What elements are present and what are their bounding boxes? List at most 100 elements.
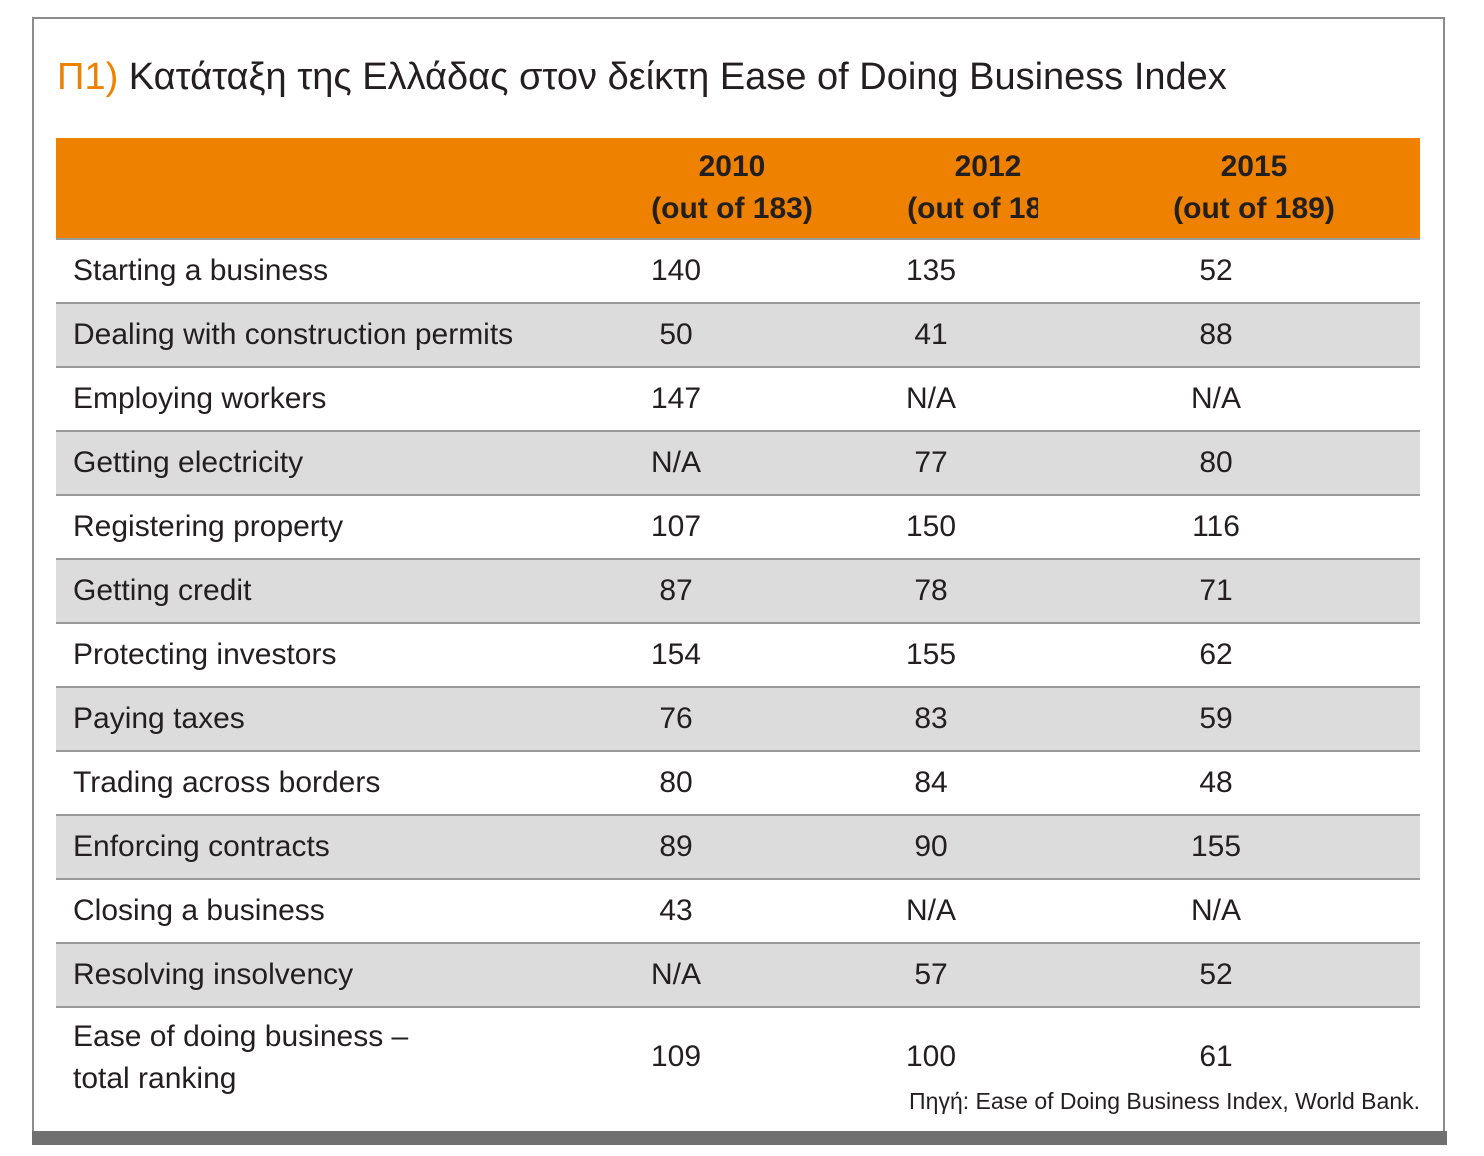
- value-cell: 140: [526, 239, 938, 304]
- value-cell: 135: [906, 239, 1038, 304]
- figure-number: Π1): [57, 56, 119, 98]
- value-text: 77: [914, 446, 948, 479]
- row-label: Resolving insolvency: [56, 943, 526, 1008]
- value-cell: 116: [1038, 495, 1420, 560]
- table-row: Closing a business 43 N/A N/A: [56, 879, 1420, 944]
- value-cell: 155: [906, 623, 1038, 688]
- row-label: Starting a business: [56, 239, 526, 304]
- value-text: 154: [650, 638, 702, 671]
- header-label-cell: [56, 138, 526, 240]
- value-text: 50: [659, 318, 693, 351]
- value-text: 155: [905, 638, 957, 671]
- table-row: Registering property 107 150 116: [56, 495, 1420, 560]
- value-text: N/A: [650, 446, 701, 479]
- value-cell: 50: [526, 303, 938, 368]
- value-cell: 48: [1038, 751, 1420, 816]
- value-text: 76: [659, 702, 693, 735]
- value-cell: 61: [1038, 1007, 1420, 1140]
- table-row: Enforcing contracts 89 90 155: [56, 815, 1420, 880]
- header-subtitle: (out of 189): [1173, 192, 1335, 225]
- value-text: 41: [914, 318, 948, 351]
- value-text: 140: [650, 254, 702, 287]
- value-text: 90: [914, 830, 948, 863]
- value-text: N/A: [905, 382, 956, 415]
- value-cell: 76: [526, 687, 938, 752]
- value-cell: 87: [526, 559, 938, 624]
- row-label: Getting electricity: [56, 431, 526, 496]
- value-text: 87: [659, 574, 693, 607]
- value-cell: N/A: [906, 367, 1038, 432]
- value-text: 80: [1199, 446, 1233, 479]
- value-cell: 78: [914, 559, 1038, 624]
- row-label: Paying taxes: [56, 687, 526, 752]
- table-body: Starting a business 140 135 52 Dealing with …: [56, 239, 1420, 1140]
- value-cell: N/A: [906, 879, 1038, 944]
- row-label: Enforcing contracts: [56, 815, 526, 880]
- frame-shadow-bar: [32, 1131, 1447, 1145]
- table-row: Getting electricity N/A 77 80: [56, 431, 1420, 496]
- header-year: 2010: [698, 150, 766, 183]
- value-text: 147: [650, 382, 702, 415]
- total-ranking-label: Ease of doing business – total ranking: [56, 1007, 526, 1140]
- value-cell: 59: [1038, 687, 1420, 752]
- value-cell: 43: [526, 879, 938, 944]
- table-row: Getting credit 87 78 71: [56, 559, 1420, 624]
- value-text: N/A: [650, 958, 701, 991]
- value-text: 78: [914, 574, 948, 607]
- value-cell: N/A: [1038, 879, 1420, 944]
- header-year-2010: 2010 (out of 183): [526, 138, 938, 240]
- row-label: Trading across borders: [56, 751, 526, 816]
- table-row: Resolving insolvency N/A 57 52: [56, 943, 1420, 1008]
- figure-title-text: Κατάταξη της Ελλάδας στον δείκτη Ease of…: [128, 56, 1227, 98]
- value-text: 80: [659, 766, 693, 799]
- value-text: 135: [905, 254, 957, 287]
- row-label: Closing a business: [56, 879, 526, 944]
- value-cell: 107: [526, 495, 938, 560]
- value-text: 84: [914, 766, 948, 799]
- header-year: 2012: [954, 150, 1022, 183]
- value-text: 88: [1199, 318, 1233, 351]
- value-text: 107: [650, 510, 702, 543]
- value-cell: 88: [1038, 303, 1420, 368]
- value-text: 52: [1199, 958, 1233, 991]
- header-year-2015: 2015 (out of 189): [1038, 138, 1420, 240]
- value-cell: 154: [526, 623, 938, 688]
- value-text: 155: [1190, 830, 1242, 863]
- value-cell: 90: [914, 815, 1038, 880]
- total-label-line-2: total ranking: [73, 1062, 237, 1095]
- value-cell: 150: [906, 495, 1038, 560]
- value-text: N/A: [1190, 382, 1241, 415]
- value-cell: 57: [914, 943, 1038, 1008]
- value-cell: N/A: [1038, 367, 1420, 432]
- value-text: 57: [914, 958, 948, 991]
- ranking-table: 2010 (out of 183) 2012 (out of 183) 2015…: [56, 138, 1420, 1140]
- row-label: Getting credit: [56, 559, 526, 624]
- value-text: 83: [914, 702, 948, 735]
- table-row: Employing workers 147 N/A N/A: [56, 367, 1420, 432]
- value-cell: 52: [1038, 239, 1420, 304]
- value-text: 52: [1199, 254, 1233, 287]
- value-text: N/A: [1190, 894, 1241, 927]
- row-label: Protecting investors: [56, 623, 526, 688]
- value-text: 62: [1199, 638, 1233, 671]
- source-note: Πηγή: Ease of Doing Business Index, Worl…: [909, 1088, 1420, 1114]
- table-header-row: 2010 (out of 183) 2012 (out of 183) 2015…: [56, 138, 1420, 240]
- value-cell: 155: [1038, 815, 1420, 880]
- value-text: 71: [1199, 574, 1233, 607]
- value-cell: 89: [526, 815, 938, 880]
- value-text: 109: [650, 1040, 702, 1073]
- total-ranking-row: Ease of doing business – total ranking 109…: [56, 1007, 1420, 1140]
- value-text: 59: [1199, 702, 1233, 735]
- table-row: Protecting investors 154 155 62: [56, 623, 1420, 688]
- value-cell: 77: [914, 431, 1038, 496]
- value-cell: 83: [914, 687, 1038, 752]
- header-year-2012: 2012 (out of 183): [907, 138, 1069, 240]
- header-subtitle: (out of 183): [651, 192, 813, 225]
- value-cell: 100: [906, 1007, 1038, 1140]
- value-text: 100: [905, 1040, 957, 1073]
- value-cell: 41: [914, 303, 1038, 368]
- table-row: Starting a business 140 135 52: [56, 239, 1420, 304]
- value-cell: N/A: [526, 431, 938, 496]
- table-row: Paying taxes 76 83 59: [56, 687, 1420, 752]
- value-cell: 109: [526, 1007, 938, 1140]
